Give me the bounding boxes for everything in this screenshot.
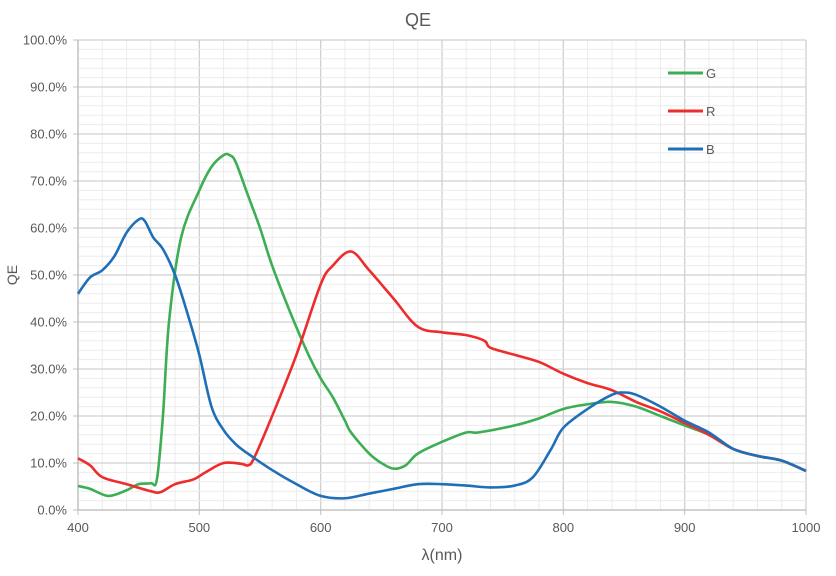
x-tick-label: 1000 [792, 520, 821, 535]
y-axis-label: QE [4, 265, 20, 285]
y-tick-label: 100.0% [23, 33, 68, 48]
y-tick-label: 20.0% [30, 409, 67, 424]
series-line-B [76, 217, 807, 500]
legend: G R B [668, 66, 716, 157]
y-tick-label: 0.0% [37, 503, 67, 518]
y-tick-label: 80.0% [30, 127, 67, 142]
y-tick-label: 90.0% [30, 80, 67, 95]
x-tick-label: 700 [431, 520, 453, 535]
x-tick-label: 600 [310, 520, 332, 535]
y-tick-label: 10.0% [30, 456, 67, 471]
x-tick-label: 800 [552, 520, 574, 535]
series-group [76, 152, 807, 500]
y-tick-label: 40.0% [30, 315, 67, 330]
y-tick-label: 70.0% [30, 174, 67, 189]
legend-label-R: R [706, 104, 715, 119]
legend-label-G: G [706, 66, 716, 81]
x-tick-label: 900 [674, 520, 696, 535]
legend-label-B: B [706, 142, 715, 157]
chart-title: QE [405, 10, 431, 30]
y-tick-label: 60.0% [30, 221, 67, 236]
x-tick-label: 500 [188, 520, 210, 535]
x-axis-label: λ(nm) [422, 547, 463, 564]
series-line-R [77, 250, 807, 495]
axes: 400 500 600 700 800 900 1000 0.0% 10.0% 20.0% 30.0… [23, 33, 821, 536]
y-tick-label: 50.0% [30, 268, 67, 283]
x-tick-label: 400 [67, 520, 89, 535]
grid [77, 39, 807, 511]
series-line-G [77, 152, 807, 498]
y-tick-label: 30.0% [30, 362, 67, 377]
